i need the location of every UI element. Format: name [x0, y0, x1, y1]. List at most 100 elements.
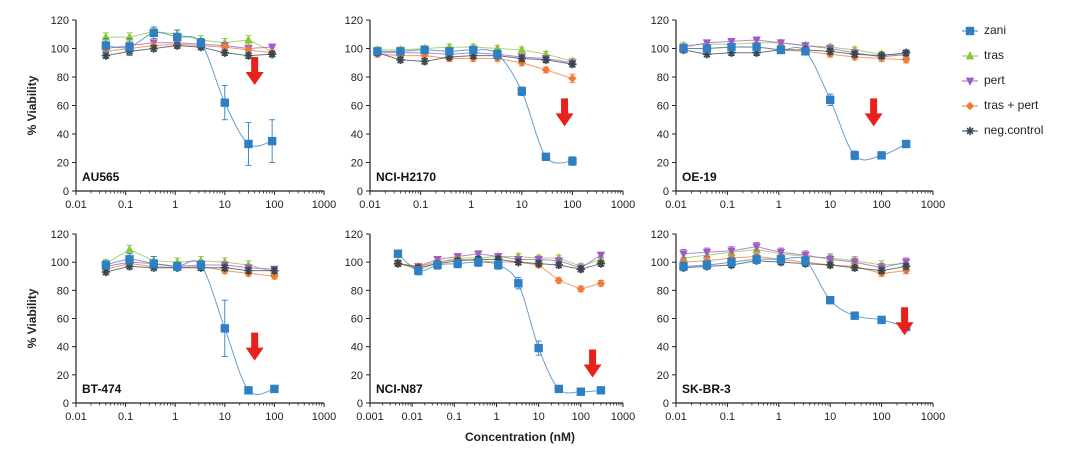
legend-marker-tras-pert	[962, 101, 978, 111]
x-tick-label: 100	[872, 199, 890, 211]
x-tick-label: 1000	[921, 411, 945, 423]
y-tick-label: 80	[57, 72, 69, 84]
series-tras-pert-point	[568, 74, 577, 83]
red-arrow-icon	[245, 57, 264, 86]
series-pert-line	[683, 246, 907, 269]
x-tick-label: 10	[219, 411, 231, 423]
series-zani-point	[850, 151, 859, 160]
series-zani-point	[196, 38, 206, 47]
series-tras-pert-point	[244, 45, 253, 55]
series-zani-line	[397, 253, 601, 394]
x-tick-label: 1000	[611, 411, 635, 423]
series-neg-control-point	[220, 263, 229, 272]
series-neg-control-point	[494, 255, 503, 264]
series-zani-point	[517, 87, 526, 96]
chart-nci-n87: 0 20 40 60 80 100 120 0.001 0.01 0.1 1 10 100 1000 NCI…	[345, 229, 636, 423]
series-zani-point	[850, 311, 859, 320]
series-zani-point	[445, 47, 454, 56]
y-tick-label: 100	[345, 257, 363, 269]
series-zani-point	[901, 139, 911, 149]
series-tras-pert-point	[270, 272, 279, 281]
chart-au565: 0 20 40 60 80 100 120 0.01 0.1 1 10 100 1000 % Viabil…	[25, 15, 336, 211]
series-neg-control-point	[826, 47, 835, 56]
series-zani-point	[826, 95, 835, 104]
series-zani-point	[220, 98, 229, 107]
x-tick-label: 0.01	[665, 411, 686, 423]
series-zani	[101, 26, 277, 166]
series-neg-control-point	[393, 259, 403, 268]
series-neg-control-point	[244, 51, 253, 60]
x-tick-label: 0.1	[720, 411, 735, 423]
series-zani-point	[554, 384, 563, 394]
series-pert-line	[683, 39, 907, 58]
series-zani-point	[727, 42, 736, 52]
series-zani-point	[125, 255, 134, 264]
series-zani-point	[679, 44, 688, 53]
panel-bt-474: 0 20 40 60 80 100 120 0.01 0.1 1 10 100 1000 % Viabil…	[0, 220, 336, 442]
x-tick-label: 100	[572, 411, 590, 423]
y-tick-label: 0	[357, 398, 363, 410]
series-zani-point	[877, 315, 886, 325]
series-zani-point	[101, 260, 111, 270]
series-zani-point	[494, 260, 503, 270]
series-zani-point	[568, 156, 577, 166]
y-tick-label: 0	[663, 186, 669, 198]
series-tras-pert-line	[105, 263, 275, 277]
y-tick-label: 40	[351, 129, 363, 141]
y-tick-label: 120	[651, 229, 669, 241]
legend-marker-tras	[962, 51, 978, 60]
panel-oe-19: 0 20 40 60 80 100 120 0.01 0.1 1 10 100 1000 OE-19	[636, 0, 956, 222]
red-arrow-icon	[555, 98, 574, 127]
series-neg-control-point	[541, 55, 551, 65]
x-tick-label: 0.1	[413, 199, 428, 211]
x-tick-label: 1	[493, 411, 499, 423]
series-neg-control-point	[554, 260, 563, 270]
legend-item-tras: tras	[958, 43, 1076, 68]
y-tick-label: 60	[57, 101, 69, 113]
series-zani-point	[752, 255, 761, 264]
series-tras-line	[105, 30, 273, 52]
series-tras-pert-point	[396, 51, 405, 60]
x-tick-label: 1	[776, 199, 782, 211]
series-pert-point	[727, 37, 736, 47]
series-pert-point	[474, 250, 483, 259]
red-arrow-icon	[895, 307, 914, 336]
y-tick-label: 60	[351, 101, 363, 113]
y-tick-label: 120	[345, 15, 363, 27]
series-zani-point	[244, 139, 253, 149]
series-tras-line	[683, 248, 907, 266]
y-tick-label: 120	[345, 229, 363, 241]
series-zani-line	[683, 46, 907, 161]
series-neg-control-point	[901, 262, 911, 271]
chart-oe-19: 0 20 40 60 80 100 120 0.01 0.1 1 10 100 1000 OE-19	[651, 15, 946, 211]
series-zani-line	[105, 258, 275, 395]
cell-line-label: OE-19	[682, 170, 717, 184]
x-tick-label: 0.1	[118, 199, 133, 211]
series-zani-point	[514, 279, 523, 288]
cell-line-label: NCI-H2170	[376, 170, 436, 184]
legend-marker-pert	[962, 77, 978, 86]
x-tick-label: 10	[824, 411, 836, 423]
chart-nci-h2170: 0 20 40 60 80 100 120 0.01 0.1 1 10 100 1000 NCI-H217…	[345, 15, 636, 211]
x-tick-label: 0.01	[665, 199, 686, 211]
series-neg-control-point	[244, 266, 253, 275]
y-tick-label: 100	[51, 44, 69, 56]
y-tick-label: 120	[51, 229, 69, 241]
series-zani-point	[596, 386, 606, 395]
x-tick-label: 0.1	[447, 411, 462, 423]
y-tick-label: 80	[657, 285, 669, 297]
series-zani-point	[702, 44, 712, 53]
series-neg-control-point	[850, 263, 859, 272]
series-neg-control-point	[576, 265, 586, 274]
series-neg-control-point	[173, 41, 182, 50]
panel-au565: 0 20 40 60 80 100 120 0.01 0.1 1 10 100 1000 % Viabil…	[0, 0, 336, 222]
series-tras-pert-point	[220, 42, 229, 52]
series-neg-control-line	[683, 49, 907, 57]
cell-line-label: SK-BR-3	[682, 382, 731, 396]
series-pert-point	[826, 255, 835, 265]
series-pert-point	[727, 247, 736, 256]
x-tick-label: 10	[516, 199, 528, 211]
x-tick-label: 0.1	[720, 199, 735, 211]
shared-x-axis-title: Concentration (nM)	[465, 430, 575, 444]
series-neg-control-point	[149, 44, 158, 53]
